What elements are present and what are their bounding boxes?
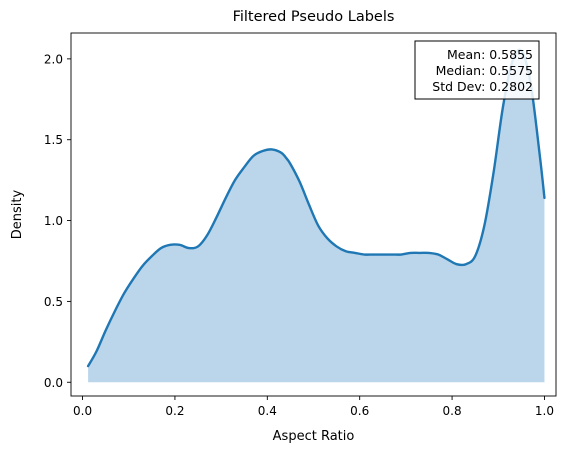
y-tick-label: 2.0 bbox=[44, 52, 63, 66]
x-tick-label: 0.0 bbox=[73, 404, 92, 418]
x-tick-label: 1.0 bbox=[535, 404, 554, 418]
y-tick-label: 0.5 bbox=[44, 295, 63, 309]
density-line bbox=[86, 48, 546, 368]
x-tick-label: 0.2 bbox=[165, 404, 184, 418]
x-tick-label: 0.4 bbox=[258, 404, 277, 418]
y-tick-label: 1.5 bbox=[44, 133, 63, 147]
stats-box-border bbox=[414, 40, 540, 100]
density-area-fill bbox=[88, 49, 545, 383]
y-axis-title: Density bbox=[10, 189, 25, 239]
stats-std-dev: Std Dev: 0.2802 bbox=[432, 79, 533, 94]
stats-mean: Mean: 0.5855 bbox=[447, 47, 533, 62]
x-axis-title: Aspect Ratio bbox=[273, 429, 355, 444]
y-tick-label: 0.0 bbox=[44, 376, 63, 390]
x-axis-ticks: 0.0 0.2 0.4 0.6 0.8 1.0 bbox=[73, 396, 554, 418]
x-tick-label: 0.6 bbox=[350, 404, 369, 418]
y-axis-ticks: 0.0 0.5 1.0 1.5 2.0 bbox=[44, 52, 71, 390]
stats-annotation-box: Mean: 0.5855 Median: 0.5575 Std Dev: 0.2… bbox=[414, 40, 540, 100]
x-tick-label: 0.8 bbox=[443, 404, 462, 418]
y-tick-label: 1.0 bbox=[44, 214, 63, 228]
plot-frame bbox=[70, 32, 557, 397]
chart-title: Filtered Pseudo Labels bbox=[233, 9, 395, 25]
stats-median: Median: 0.5575 bbox=[436, 63, 533, 78]
